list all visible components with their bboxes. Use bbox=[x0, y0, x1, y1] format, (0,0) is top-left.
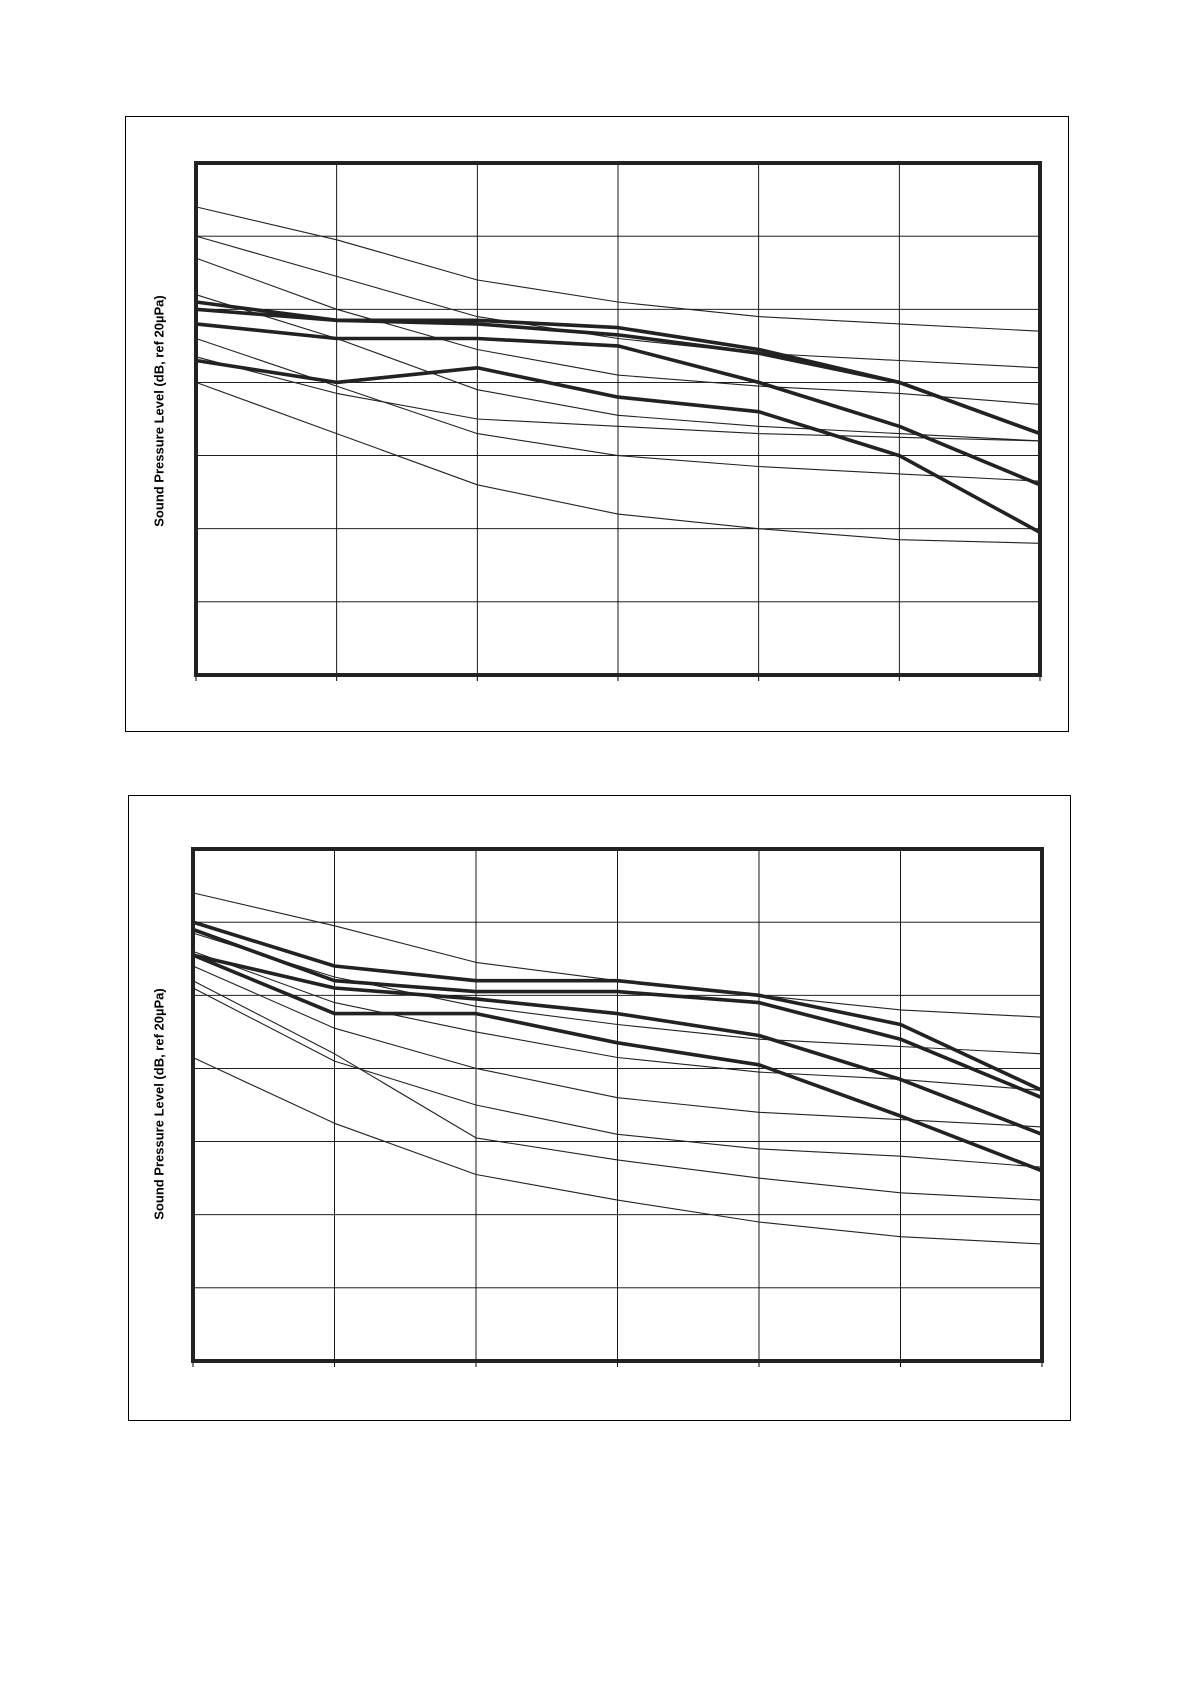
chart-2-series-line-10 bbox=[192, 1056, 1043, 1245]
chart-1-series-line-11 bbox=[195, 356, 1041, 442]
chart-1-series-line-5 bbox=[195, 206, 1041, 332]
chart-2-series-line-4 bbox=[191, 953, 1044, 1173]
chart-1-series-line-2 bbox=[194, 307, 1042, 436]
chart-2-series-line-6 bbox=[192, 932, 1043, 1055]
chart-2-plot-frame bbox=[191, 847, 1044, 1363]
chart-2-series-line-2 bbox=[191, 927, 1044, 1100]
chart-1-plot-frame bbox=[194, 161, 1042, 677]
chart-1-series-line-6 bbox=[195, 235, 1041, 369]
chart-2-series-line-8 bbox=[192, 965, 1043, 1128]
chart-2-series-line-11 bbox=[192, 980, 1043, 1201]
chart-panel-2 bbox=[128, 795, 1071, 1421]
chart-2-series-line-9 bbox=[192, 987, 1043, 1168]
chart-1-series-line-7 bbox=[195, 257, 1041, 405]
chart-1-series-line-8 bbox=[195, 294, 1041, 442]
chart-2-series-line-5 bbox=[192, 892, 1043, 1018]
chart-2-series-line-7 bbox=[192, 950, 1043, 1091]
chart-1-series-line-4 bbox=[194, 358, 1042, 535]
chart-1-series-line-9 bbox=[195, 337, 1041, 482]
chart-1-y-axis-label: Sound Pressure Level (dB, ref 20µPa) bbox=[151, 295, 167, 527]
chart-panel-1 bbox=[125, 116, 1069, 732]
chart-2-y-axis-label: Sound Pressure Level (dB, ref 20µPa) bbox=[151, 988, 167, 1220]
chart-1-series-line-10 bbox=[195, 381, 1041, 544]
